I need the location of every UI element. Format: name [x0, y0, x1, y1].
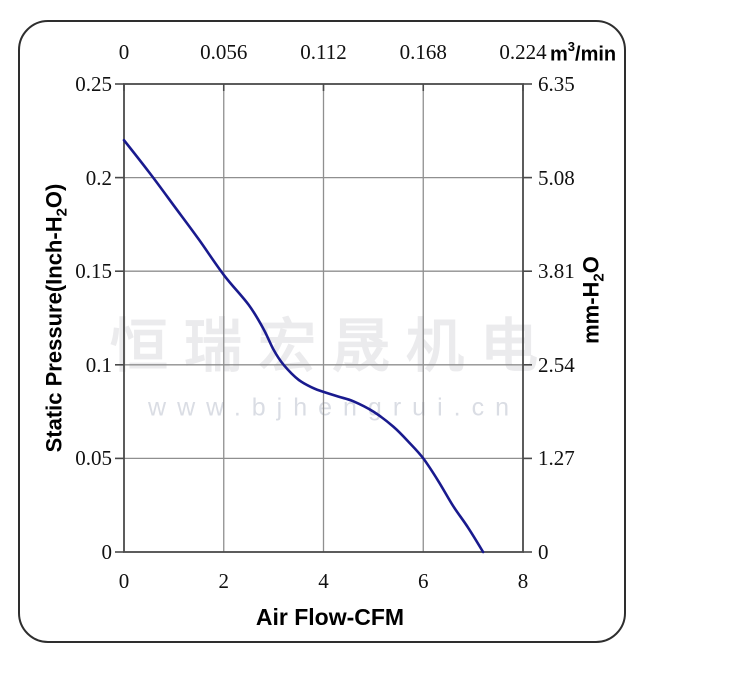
top-tick-label: 0.112 — [300, 40, 347, 64]
bottom-tick-label: 4 — [318, 569, 329, 593]
bottom-tick-label: 0 — [118, 569, 130, 593]
right-tick-label: 2.54 — [538, 352, 575, 377]
right-tick-label: 1.27 — [538, 446, 575, 471]
right-axis-title: mm-H2O — [578, 256, 607, 344]
pq-curve — [122, 138, 485, 554]
top-axis-unit-text-end: /min — [575, 43, 617, 66]
left-axis-title-subscript: 2 — [53, 208, 71, 217]
left-tick-label: 0.15 — [75, 259, 112, 284]
left-tick-label: 0 — [101, 540, 113, 564]
top-tick-label: 0.224 — [499, 40, 547, 64]
top-axis-unit: m3/min — [550, 39, 617, 67]
top-tick-label: 0.056 — [200, 40, 248, 64]
top-axis-unit-text: m — [550, 43, 568, 66]
left-axis-title-text: Static Pressure(Inch-H — [41, 216, 67, 453]
x-axis-title: Air Flow-CFM — [255, 604, 405, 630]
right-axis-title-subscript: 2 — [590, 273, 608, 282]
top-tick-label: 0.168 — [399, 40, 447, 64]
right-tick-label: 3.81 — [538, 259, 575, 284]
top-axis-unit-superscript: 3 — [567, 39, 576, 54]
bottom-tick-label: 2 — [218, 569, 230, 593]
right-axis-title-text: mm-H — [578, 281, 604, 344]
left-axis-title: Static Pressure(Inch-H2O) — [41, 184, 70, 453]
watermark-url-text: www.bjhengrui.cn — [148, 393, 520, 422]
right-tick-label: 6.35 — [538, 72, 575, 96]
left-tick-label: 0.05 — [75, 446, 112, 471]
left-tick-label: 0.1 — [85, 352, 112, 377]
left-tick-label: 0.25 — [75, 72, 112, 96]
left-tick-label: 0.2 — [85, 165, 112, 190]
top-tick-label: 0 — [118, 40, 130, 64]
right-tick-label: 0 — [538, 540, 549, 564]
right-axis-title-text-end: O — [578, 256, 604, 274]
left-axis-title-text-end: O) — [41, 183, 67, 209]
bottom-tick-label: 8 — [517, 569, 529, 593]
rounded-frame — [18, 20, 626, 643]
bottom-tick-label: 6 — [418, 569, 429, 593]
right-tick-label: 5.08 — [538, 165, 575, 190]
